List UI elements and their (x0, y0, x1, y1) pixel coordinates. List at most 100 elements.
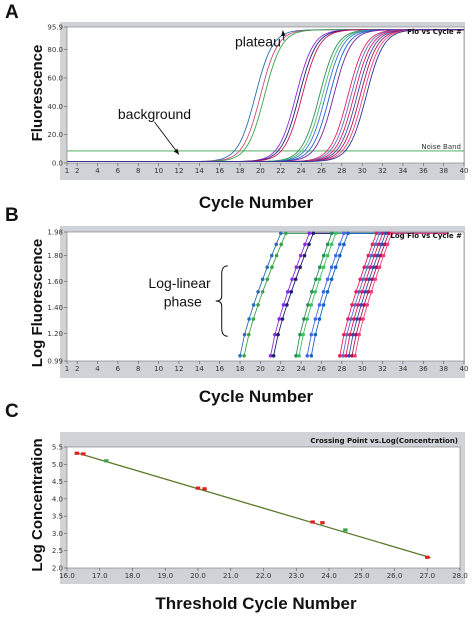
panel-b-point (256, 303, 260, 307)
panel-b-point (357, 289, 361, 294)
panel-a-x-tick-label: 2 (75, 167, 79, 175)
plateau-annotation: plateau (235, 34, 281, 50)
phase-annotation: phase (164, 293, 202, 309)
panel-c-xlabel: Threshold Cycle Number (155, 594, 357, 613)
panel-b-point (333, 265, 338, 270)
panel-b-x-tick-label: 36 (419, 365, 428, 373)
panel-b-point (341, 353, 345, 358)
panel-b-point (378, 253, 383, 258)
panel-a-series-line (67, 29, 464, 163)
panel-b-point (313, 289, 318, 294)
standard-curve-point (320, 521, 325, 525)
panel-b-point (256, 289, 260, 294)
panel-b-point (311, 231, 316, 236)
panel-c: C Log Concentration 16.0 17.0 18.0 19.0 20.0… (5, 401, 468, 613)
panel-b-point (298, 265, 302, 270)
panel-b-point (356, 303, 360, 307)
panel-b-point (281, 303, 286, 307)
panel-b-x-tick-label: 14 (195, 365, 204, 373)
standard-curve-point (202, 487, 207, 491)
panel-b-point (353, 303, 357, 307)
panel-b-point (298, 253, 303, 258)
panel-c-letter: C (5, 401, 19, 422)
panel-b-y-tick-label: 1.98 (47, 229, 63, 237)
panel-b-point (365, 265, 370, 270)
panel-b-point (374, 265, 379, 270)
standard-curve-point (310, 520, 315, 524)
standard-curve-point (195, 486, 201, 490)
panel-c-x-tick-label: 19.0 (157, 572, 173, 580)
panel-a-x-tick-label: 38 (439, 167, 448, 175)
panel-b-point (380, 231, 385, 236)
panel-b-point (383, 231, 388, 236)
panel-b-point (274, 242, 279, 247)
panel-b-point (309, 353, 314, 358)
panel-a-x-tick-label: 40 (460, 167, 469, 175)
panel-b-point (273, 332, 277, 337)
panel-b-point (379, 242, 384, 247)
panel-b-point (389, 231, 394, 236)
panel-b-point (346, 317, 350, 321)
panel-b-point (344, 353, 348, 358)
panel-a-y-tick-label: 60.0 (47, 74, 63, 82)
panel-b-point (329, 231, 334, 236)
panel-b-point (354, 289, 358, 294)
panel-b-point (377, 265, 382, 270)
panel-a-x-tick-label: 10 (154, 167, 163, 175)
panel-b-point (325, 277, 330, 282)
panel-a-xlabel: Cycle Number (199, 193, 314, 212)
panel-b-point (285, 303, 289, 307)
standard-curve-point (104, 459, 109, 463)
panel-b-point (317, 277, 322, 282)
panel-b-y-tick-label: 1.40 (47, 304, 63, 312)
panel-b-x-tick-label: 6 (116, 365, 121, 373)
panel-a-x-tick-label: 12 (175, 167, 184, 175)
panel-b-point (342, 242, 346, 247)
panel-b-point (251, 303, 256, 307)
panel-c-x-tick-label: 21.0 (223, 572, 239, 580)
panel-b-point (298, 332, 302, 337)
panel-b-y-tick-label: 1.60 (47, 278, 63, 286)
panel-b-point (238, 353, 242, 358)
panel-b-x-tick-label: 10 (154, 365, 163, 373)
panel-c-x-tick-label: 27.0 (419, 572, 435, 580)
panel-b-point (333, 231, 338, 236)
panel-b-point (277, 317, 281, 321)
panel-c-box-title: Crossing Point vs.Log(Concentration) (310, 437, 458, 445)
panel-b-point (345, 332, 349, 337)
panel-b-point (285, 289, 290, 294)
panel-b-point (302, 253, 307, 258)
panel-b-point (355, 317, 359, 321)
panel-b-x-tick-label: 24 (297, 365, 306, 373)
panel-c-x-tick-label: 28.0 (452, 572, 468, 580)
standard-curve-fit-line (76, 452, 431, 559)
panel-b-point (360, 289, 365, 294)
panel-b-point (372, 253, 377, 258)
panel-b-point (260, 277, 265, 282)
panel-a-y-tick-label: 40.0 (47, 103, 63, 111)
panel-c-ylabel: Log Concentration (29, 438, 46, 571)
panel-a-x-tick-label: 1 (65, 167, 69, 175)
panel-b-point (362, 265, 367, 270)
panel-a-x-tick-label: 4 (95, 167, 100, 175)
panel-b-point (279, 242, 284, 247)
panel-b-point (314, 277, 318, 282)
panel-b-x-tick-label: 30 (358, 365, 367, 373)
panel-b-point (329, 242, 334, 247)
standard-curve-point (425, 555, 430, 559)
panel-b-x-tick-label: 38 (439, 365, 448, 373)
panel-b-point (338, 242, 342, 247)
panel-b-point (352, 317, 356, 321)
panel-b: B Log Fluorescence 1 2 4 6 8 10 12 14 16 18 20 22 24… (5, 205, 468, 406)
panel-b-point (342, 332, 346, 337)
panel-a-y-tick-label: 20.0 (47, 131, 63, 139)
panel-b-point (305, 353, 310, 358)
panel-b-point (359, 303, 363, 307)
panel-b-point (346, 231, 350, 236)
panel-a-x-tick-label: 28 (337, 167, 346, 175)
panel-b-point (251, 317, 256, 321)
log-linear-annotation: Log-linear (148, 275, 211, 291)
panel-c-x-tick-label: 16.0 (59, 572, 75, 580)
panel-b-point (375, 253, 380, 258)
